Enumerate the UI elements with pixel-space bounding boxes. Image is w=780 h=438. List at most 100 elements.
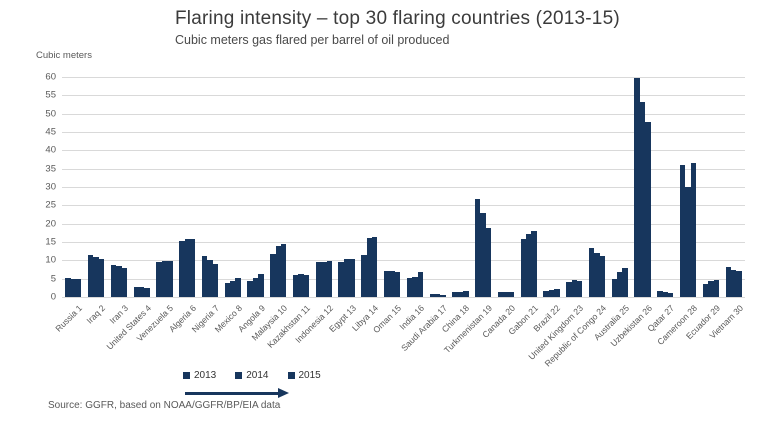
bar-2014 [366,238,373,297]
y-tick-label: 20 [45,218,56,230]
bar-2014 [138,287,145,297]
bar-2015 [554,289,560,297]
bar-2014 [708,281,714,297]
legend-item-2014: 2014 [235,370,269,381]
legend-item-2013: 2013 [183,370,216,381]
legend-label: 2013 [194,370,217,381]
bar-2014 [161,260,168,297]
bar-2013 [566,281,572,297]
gridline [62,113,745,115]
bar-2015 [280,243,287,297]
bar-2014 [617,272,623,297]
chart-subtitle: Cubic meters gas flared per barrel of oi… [175,33,450,47]
bar-2015 [349,258,355,297]
timeline-arrow-icon [185,388,290,398]
gridline [62,223,745,225]
y-tick-label: 30 [45,181,56,193]
y-tick-label: 55 [45,89,56,101]
chart-title: Flaring intensity – top 30 flaring count… [175,8,620,29]
bar-2014 [526,233,532,297]
gridline [62,95,745,97]
bar-2015 [98,258,105,297]
bar-2013 [588,247,595,297]
bar-2014 [252,278,259,297]
y-tick-label: 35 [45,163,56,175]
bar-2014 [230,280,236,297]
bar-2015 [167,261,173,297]
bar-2014 [321,261,327,297]
bar-2013 [224,282,231,297]
bar-2015 [736,271,742,297]
bar-2015 [508,291,515,297]
gridline [62,187,745,188]
y-axis-unit-label: Cubic meters [36,50,92,61]
y-tick-label: 10 [45,254,56,266]
bar-2013 [429,294,435,297]
plot-area: 0 5 10 15 20 25 30 35 40 45 50 55 60 Russia 1 Iraq 2 Ir… [45,72,745,369]
bar-2013 [475,199,481,297]
bar-2013 [361,254,367,297]
bar-2013 [156,261,162,297]
gridline [62,297,745,298]
legend-label: 2015 [298,370,321,381]
y-tick-label: 40 [45,144,56,156]
gridline [62,205,745,207]
bar-2015 [645,122,651,297]
bar-2014 [389,270,395,297]
bar-2015 [235,278,241,297]
bar-2014 [594,253,600,297]
bar-2013 [611,278,618,297]
bar-2014 [571,279,577,297]
gridline [62,150,745,152]
gridline [62,168,745,170]
bar-2014 [412,276,418,297]
legend-item-2015: 2015 [287,370,321,381]
bar-2014 [93,256,99,297]
bar-2013 [543,290,549,297]
legend-swatch-icon [287,372,295,379]
bar-2014 [116,265,122,297]
bar-2015 [713,279,719,297]
bar-2014 [480,213,486,297]
gridline [62,260,745,262]
gridline [62,77,745,78]
y-tick-label: 25 [45,199,56,211]
y-tick-label: 50 [45,108,56,120]
legend-swatch-icon [183,372,190,379]
bar-2015 [326,261,332,297]
gridline [62,242,745,243]
bar-2015 [668,292,674,297]
bar-2013 [497,291,504,297]
bar-2014 [275,246,281,297]
bar-2014 [343,259,350,297]
bar-2013 [679,165,686,297]
bar-2013 [338,262,344,297]
bar-2013 [201,255,208,297]
bar-2015 [76,279,82,297]
legend-label: 2014 [246,370,269,381]
bar-2015 [417,272,423,297]
bar-2015 [258,274,264,297]
bar-2015 [485,228,492,297]
bar-2013 [452,291,458,297]
bar-2014 [70,278,77,297]
bar-2015 [303,275,310,297]
bar-2013 [133,287,139,297]
legend-swatch-icon [235,372,243,379]
title-block: Flaring intensity – top 30 flaring count… [175,8,620,47]
bar-2013 [88,254,94,297]
bar-2015 [144,287,150,297]
bar-2014 [434,294,441,297]
bar-2013 [657,290,663,297]
legend: 2013 2014 2015 [183,370,321,381]
bar-2015 [622,267,628,297]
bar-2015 [463,290,469,297]
bar-2013 [384,271,390,297]
bar-2015 [394,272,401,297]
bar-2013 [270,254,276,297]
y-tick-label: 5 [50,273,56,285]
y-tick-label: 45 [45,126,56,138]
bar-2013 [247,280,253,297]
bar-2014 [662,291,668,297]
